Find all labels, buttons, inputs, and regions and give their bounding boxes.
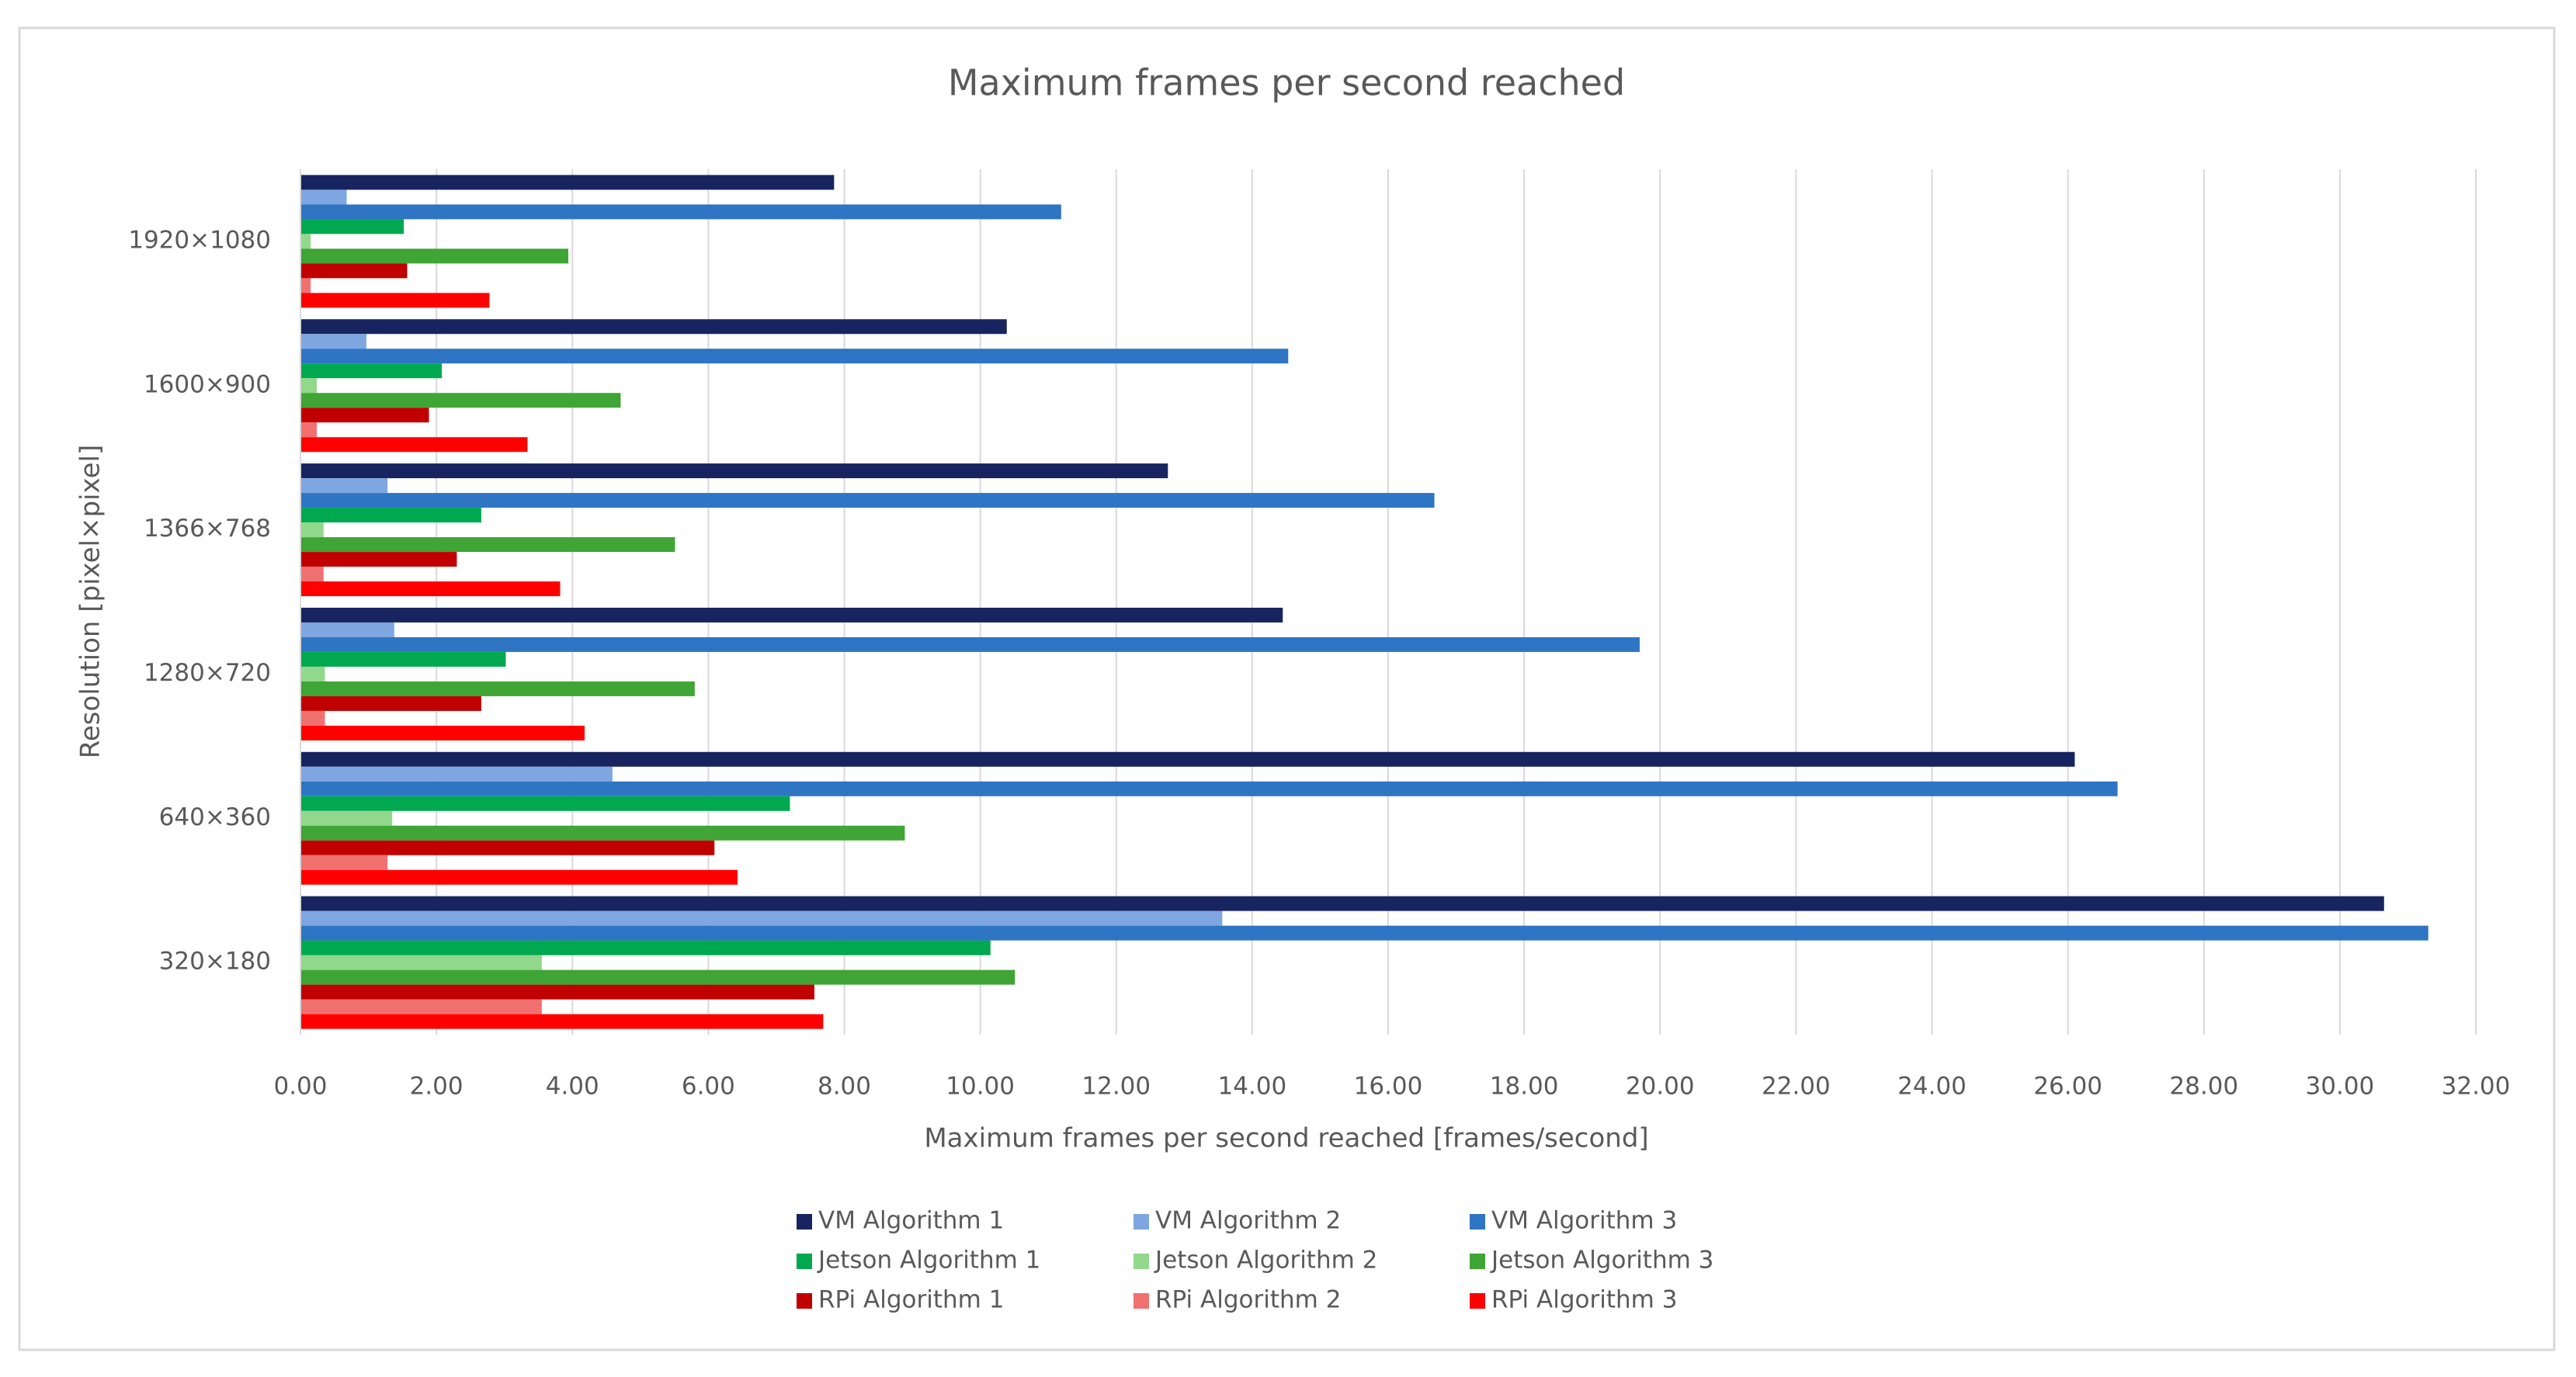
bar bbox=[300, 493, 1435, 508]
bar bbox=[300, 999, 542, 1015]
bar bbox=[300, 349, 1289, 364]
legend-label: Jetson Algorithm 2 bbox=[1154, 1247, 1377, 1275]
legend-swatch bbox=[1134, 1254, 1149, 1269]
x-tick-label: 32.00 bbox=[2442, 1073, 2511, 1101]
bar bbox=[300, 219, 404, 234]
bar bbox=[300, 796, 790, 811]
y-tick-label: 640×360 bbox=[159, 803, 271, 831]
legend-label: Jetson Algorithm 3 bbox=[1490, 1247, 1713, 1275]
bar bbox=[300, 725, 585, 741]
bar bbox=[300, 855, 388, 870]
bar bbox=[300, 810, 393, 826]
y-tick-label: 1280×720 bbox=[144, 659, 271, 687]
x-tick-label: 20.00 bbox=[1626, 1073, 1695, 1101]
bar bbox=[300, 984, 814, 1000]
x-axis-label: Maximum frames per second reached [frame… bbox=[924, 1123, 1648, 1154]
y-tick-label: 1920×1080 bbox=[128, 226, 271, 254]
legend-swatch bbox=[1134, 1214, 1149, 1230]
legend-label: VM Algorithm 3 bbox=[1491, 1207, 1677, 1235]
bar bbox=[300, 522, 324, 538]
x-tick-label: 0.00 bbox=[273, 1073, 327, 1101]
legend-label: VM Algorithm 1 bbox=[818, 1207, 1004, 1235]
bar bbox=[300, 278, 311, 293]
bar bbox=[300, 508, 481, 523]
y-tick-label: 1600×900 bbox=[144, 370, 271, 398]
bar bbox=[300, 204, 1061, 220]
y-axis-label: Resolution [pixel×pixel] bbox=[75, 445, 106, 758]
bar bbox=[300, 334, 366, 349]
bar bbox=[300, 869, 738, 885]
legend-swatch bbox=[797, 1293, 812, 1309]
bar bbox=[300, 681, 695, 696]
bar bbox=[300, 925, 2428, 941]
bar bbox=[300, 636, 1640, 652]
legend-label: RPi Algorithm 2 bbox=[1155, 1286, 1341, 1314]
legend-label: RPi Algorithm 3 bbox=[1491, 1286, 1677, 1314]
legend-swatch bbox=[1470, 1214, 1485, 1230]
x-tick-label: 28.00 bbox=[2169, 1073, 2238, 1101]
bar bbox=[300, 363, 443, 379]
bar bbox=[300, 969, 1015, 985]
bar bbox=[300, 437, 528, 453]
bar bbox=[300, 393, 621, 408]
bar bbox=[300, 622, 394, 637]
bar bbox=[300, 781, 2118, 796]
bar bbox=[300, 695, 481, 711]
legend-swatch bbox=[1470, 1293, 1485, 1309]
legend-label: VM Algorithm 2 bbox=[1155, 1207, 1341, 1235]
bar bbox=[300, 248, 568, 264]
legend-label: Jetson Algorithm 1 bbox=[817, 1247, 1040, 1275]
bar bbox=[300, 234, 311, 249]
x-tick-label: 2.00 bbox=[410, 1073, 463, 1101]
legend-swatch bbox=[797, 1214, 812, 1230]
bar bbox=[300, 478, 388, 494]
y-tick-label: 1366×768 bbox=[144, 515, 271, 543]
bar bbox=[300, 408, 429, 423]
bar bbox=[300, 581, 561, 597]
legend-label: RPi Algorithm 1 bbox=[818, 1286, 1004, 1314]
x-tick-label: 24.00 bbox=[1897, 1073, 1967, 1101]
x-tick-label: 10.00 bbox=[946, 1073, 1015, 1101]
bar bbox=[300, 751, 2075, 767]
bar bbox=[300, 189, 347, 205]
bar bbox=[300, 896, 2384, 911]
x-tick-label: 22.00 bbox=[1762, 1073, 1831, 1101]
y-tick-label: 320×180 bbox=[159, 948, 271, 976]
bar bbox=[300, 666, 325, 682]
legend-swatch bbox=[1134, 1293, 1149, 1309]
bar bbox=[300, 955, 542, 970]
bar bbox=[300, 422, 318, 438]
chart-title: Maximum frames per second reached bbox=[948, 62, 1625, 104]
bar bbox=[300, 710, 325, 726]
bar bbox=[300, 263, 408, 279]
legend-swatch bbox=[1470, 1254, 1485, 1269]
x-tick-label: 8.00 bbox=[818, 1073, 871, 1101]
x-tick-label: 26.00 bbox=[2033, 1073, 2102, 1101]
bar bbox=[300, 651, 506, 667]
bar bbox=[300, 910, 1223, 926]
x-tick-label: 12.00 bbox=[1081, 1073, 1151, 1101]
x-tick-label: 18.00 bbox=[1490, 1073, 1559, 1101]
x-tick-label: 14.00 bbox=[1218, 1073, 1287, 1101]
bar bbox=[300, 567, 324, 582]
bar bbox=[300, 537, 675, 553]
bar bbox=[300, 766, 613, 782]
bar bbox=[300, 840, 715, 855]
bar bbox=[300, 175, 835, 190]
x-tick-label: 4.00 bbox=[546, 1073, 599, 1101]
bar bbox=[300, 825, 905, 841]
bar bbox=[300, 319, 1007, 335]
bar bbox=[300, 293, 490, 308]
bar bbox=[300, 552, 457, 567]
x-tick-label: 30.00 bbox=[2306, 1073, 2375, 1101]
bar bbox=[300, 607, 1283, 623]
x-tick-label: 16.00 bbox=[1354, 1073, 1423, 1101]
bar bbox=[300, 378, 318, 394]
bar bbox=[300, 940, 991, 956]
x-tick-label: 6.00 bbox=[682, 1073, 735, 1101]
bar bbox=[300, 463, 1168, 479]
legend-swatch bbox=[797, 1254, 812, 1269]
bar bbox=[300, 1014, 824, 1029]
